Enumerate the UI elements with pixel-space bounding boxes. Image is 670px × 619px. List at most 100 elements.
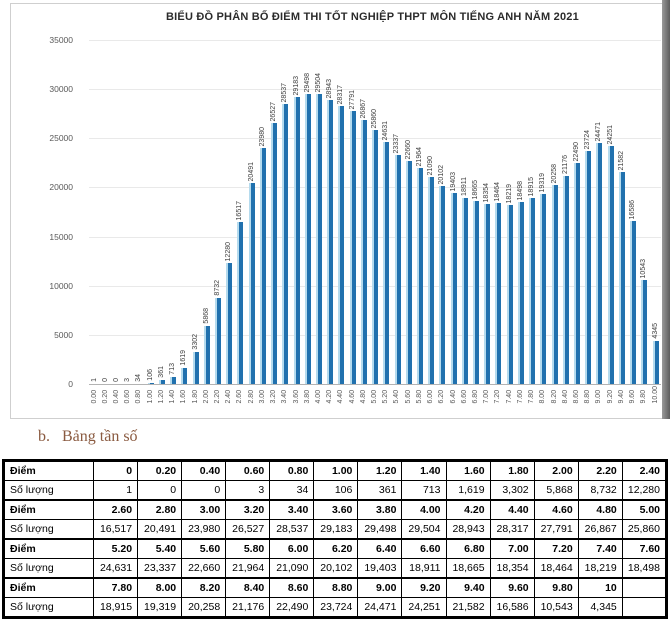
bar-value-label: 29504: [314, 72, 322, 92]
bar: [461, 198, 468, 384]
bar-slot: 23980: [257, 40, 268, 384]
bar: [349, 111, 356, 384]
row-label: Điểm: [3, 499, 94, 520]
bar-value-label: 18915: [528, 176, 536, 196]
bar-slot: 29504: [313, 40, 324, 384]
bar-label-anchor: 1619: [179, 350, 190, 366]
bar: [416, 168, 423, 384]
bar-value-label: 24631: [382, 120, 390, 140]
score-distribution-chart: BIỂU ĐỒ PHÂN BỐ ĐIỂM THI TỐT NGHIỆP THPT…: [10, 3, 663, 419]
plot-area: 1 0 0 3 34 106 361 713 1619 3302 5868 8732 12280 1651…: [89, 40, 661, 385]
count-cell: 20,102: [313, 558, 359, 579]
count-cell: 23,724: [313, 597, 359, 619]
x-tick: 7.20: [493, 386, 504, 404]
bar-value-label: 26527: [270, 101, 278, 121]
bar-value-label: 10543: [640, 258, 648, 278]
score-cell: 7.00: [489, 538, 535, 559]
x-tick: 7.60: [515, 386, 526, 404]
bar-label-anchor: 24631: [381, 121, 392, 140]
bar-value-label: 22490: [572, 141, 580, 161]
bar-slot: 21176: [560, 40, 571, 384]
bar-slot: 1619: [179, 40, 190, 384]
bar-label-anchor: 3302: [190, 334, 201, 350]
count-cell: 18,911: [401, 558, 447, 579]
x-tick-label: 1.00: [146, 389, 154, 404]
x-tick-label: 1.60: [180, 389, 188, 404]
score-cell: 6.80: [445, 538, 491, 559]
bar-value-label: 20102: [438, 164, 446, 184]
score-cell: 1.00: [313, 460, 359, 481]
score-cell: 8.80: [313, 577, 359, 598]
bar-label-anchor: 23980: [257, 127, 268, 146]
bar-value-label: 20491: [247, 161, 255, 181]
bar: [596, 143, 603, 384]
x-tick: 2.60: [235, 386, 246, 404]
bar: [540, 194, 547, 384]
count-cell: 28,943: [445, 519, 491, 540]
x-tick: 0.40: [111, 386, 122, 404]
bar: [248, 183, 255, 384]
bar-label-anchor: 28317: [336, 85, 347, 104]
score-cell: 7.40: [577, 538, 623, 559]
bar-value-label: 16586: [629, 199, 637, 219]
count-cell: 28,537: [269, 519, 315, 540]
score-cell: 6.60: [401, 538, 447, 559]
count-cell: 21,582: [445, 597, 491, 619]
x-tick-label: 4.20: [326, 389, 334, 404]
x-tick-label: 5.60: [404, 389, 412, 404]
count-cell: 24,631: [92, 558, 139, 579]
count-cell: 28,317: [489, 519, 535, 540]
bar-slot: 16586: [628, 40, 639, 384]
count-cell: 18,464: [533, 558, 579, 579]
count-cell: [621, 597, 668, 619]
score-cell: 4.60: [533, 499, 579, 520]
bar-value-label: 25860: [371, 108, 379, 128]
bar-label-anchor: 21582: [616, 151, 627, 170]
bar-label-anchor: 26867: [358, 99, 369, 118]
x-tick-label: 2.00: [202, 389, 210, 404]
count-cell: 10,543: [533, 597, 579, 619]
x-tick-label: 0.80: [135, 389, 143, 404]
bar-value-label: 18219: [505, 183, 513, 203]
bar-label-anchor: 24471: [594, 122, 605, 141]
row-label: Số lượng: [3, 480, 94, 501]
score-cell: 9.20: [401, 577, 447, 598]
bar: [652, 341, 659, 384]
bar-slot: 4345: [650, 40, 661, 384]
row-label: Điểm: [3, 538, 94, 559]
x-tick: 8.60: [571, 386, 582, 404]
x-tick-label: 3.40: [281, 389, 289, 404]
bar-value-label: 20258: [550, 163, 558, 183]
bar-value-label: 28317: [337, 84, 345, 104]
bar-value-label: 18911: [460, 177, 468, 196]
x-tick: 9.20: [605, 386, 616, 404]
x-tick: 7.80: [527, 386, 538, 404]
score-cell: 1.80: [489, 460, 535, 481]
score-cell: 7.80: [92, 577, 139, 598]
bar-value-label: 12280: [225, 241, 233, 261]
bar-slot: 18915: [527, 40, 538, 384]
score-cell: 3.80: [357, 499, 403, 520]
x-tick-label: 0.00: [90, 389, 98, 404]
score-cell: 9.80: [533, 577, 579, 598]
table-row: Số lượng 18,915 19,319 20,258 21,176 22,490 23…: [3, 597, 668, 619]
bar-label-anchor: 22490: [571, 142, 582, 161]
bar-series: 1 0 0 3 34 106 361 713 1619 3302 5868 8732 12280 1651…: [89, 40, 661, 384]
y-tick-label: 0: [68, 379, 73, 389]
bar-value-label: 28943: [326, 78, 334, 98]
bar-value-label: 21964: [415, 146, 423, 166]
bar-label-anchor: 29183: [291, 76, 302, 95]
bar-slot: 3: [123, 40, 134, 384]
y-tick-label: 20000: [49, 182, 73, 193]
y-tick-label: 35000: [49, 35, 73, 45]
bar-label-anchor: 29498: [302, 73, 313, 92]
x-tick: 9.00: [594, 386, 605, 404]
bar: [181, 368, 188, 384]
bar: [372, 130, 379, 384]
bar-slot: 29498: [302, 40, 313, 384]
x-tick-label: 5.20: [382, 389, 390, 404]
bar-label-anchor: 27791: [347, 90, 358, 109]
score-cell: 6.00: [269, 538, 315, 559]
y-tick-label: 15000: [49, 231, 73, 242]
bar: [473, 201, 480, 384]
